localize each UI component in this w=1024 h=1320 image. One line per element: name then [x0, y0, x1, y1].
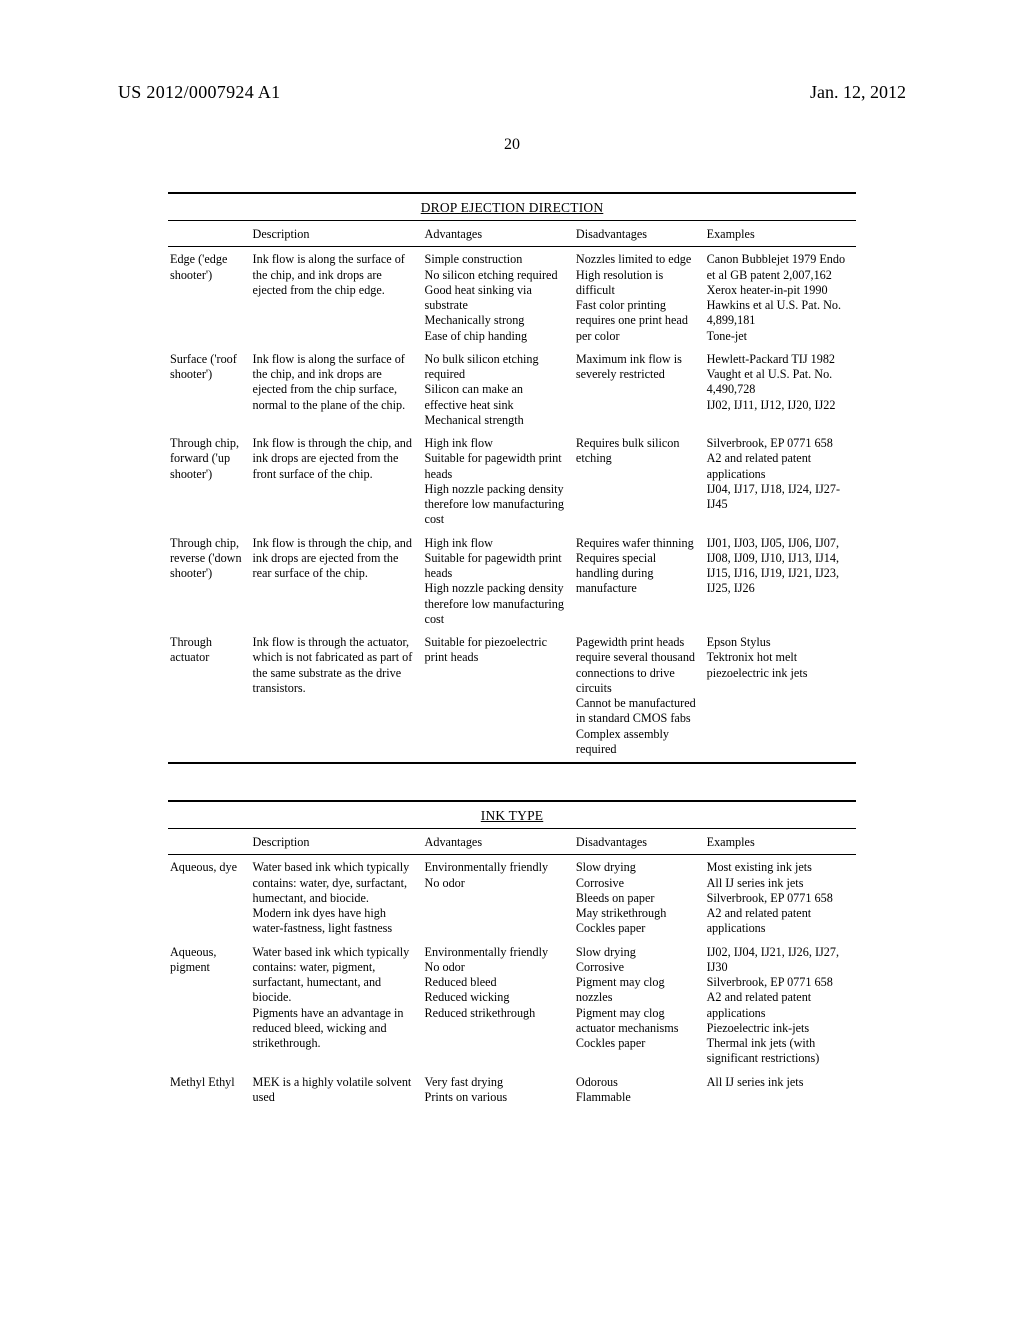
- table-drop-ejection-direction: DROP EJECTION DIRECTION Description Adva…: [168, 192, 856, 764]
- row-description-cell: Ink flow is through the actuator, which …: [251, 630, 423, 760]
- row-examples-cell: All IJ series ink jets: [705, 1070, 856, 1109]
- table-row: Methyl EthylMEK is a highly volatile sol…: [168, 1070, 856, 1109]
- row-examples-cell: Most existing ink jetsAll IJ series ink …: [705, 855, 856, 940]
- row-description-cell: MEK is a highly volatile solvent used: [251, 1070, 423, 1109]
- table-title: INK TYPE: [168, 808, 856, 824]
- table-header-cell: Disadvantages: [574, 221, 705, 247]
- row-description-cell: Ink flow is along the surface of the chi…: [251, 247, 423, 347]
- row-examples-cell: Silverbrook, EP 0771 658 A2 and related …: [705, 431, 856, 531]
- table-header-row: Description Advantages Disadvantages Exa…: [168, 221, 856, 247]
- row-description-cell: Ink flow is through the chip, and ink dr…: [251, 531, 423, 631]
- row-description-cell: Water based ink which typically contains…: [251, 940, 423, 1070]
- table-row: Aqueous, pigmentWater based ink which ty…: [168, 940, 856, 1070]
- row-advantages-cell: High ink flowSuitable for pagewidth prin…: [423, 431, 574, 531]
- table-row: Edge ('edge shooter')Ink flow is along t…: [168, 247, 856, 347]
- table-header-cell: Advantages: [423, 221, 574, 247]
- row-disadvantages-cell: Requires wafer thinningRequires special …: [574, 531, 705, 631]
- row-disadvantages-cell: Nozzles limited to edgeHigh resolution i…: [574, 247, 705, 347]
- row-name-cell: Aqueous, dye: [168, 855, 251, 940]
- row-advantages-cell: Simple constructionNo silicon etching re…: [423, 247, 574, 347]
- table-header-cell: Description: [251, 221, 423, 247]
- row-name-cell: Edge ('edge shooter'): [168, 247, 251, 347]
- row-examples-cell: IJ01, IJ03, IJ05, IJ06, IJ07, IJ08, IJ09…: [705, 531, 856, 631]
- row-examples-cell: Epson StylusTektronix hot melt piezoelec…: [705, 630, 856, 760]
- row-advantages-cell: Environmentally friendlyNo odorReduced b…: [423, 940, 574, 1070]
- table-header-cell: Disadvantages: [574, 829, 705, 855]
- table-header-cell: Examples: [705, 829, 856, 855]
- row-description-cell: Water based ink which typically contains…: [251, 855, 423, 940]
- table-header-row: Description Advantages Disadvantages Exa…: [168, 829, 856, 855]
- table-header-cell: Description: [251, 829, 423, 855]
- row-description-cell: Ink flow is through the chip, and ink dr…: [251, 431, 423, 531]
- table-row: Through chip, reverse ('down shooter')In…: [168, 531, 856, 631]
- row-advantages-cell: No bulk silicon etching requiredSilicon …: [423, 347, 574, 431]
- row-disadvantages-cell: Slow dryingCorrosivePigment may clog noz…: [574, 940, 705, 1070]
- table-header-cell: Advantages: [423, 829, 574, 855]
- table-row: Through actuatorInk flow is through the …: [168, 630, 856, 760]
- page-header: US 2012/0007924 A1 Jan. 12, 2012: [0, 82, 1024, 122]
- row-advantages-cell: Very fast dryingPrints on various: [423, 1070, 574, 1109]
- row-disadvantages-cell: Requires bulk silicon etching: [574, 431, 705, 531]
- table-header-cell: [168, 829, 251, 855]
- rule-top: [168, 192, 856, 194]
- row-advantages-cell: Suitable for piezoelectric print heads: [423, 630, 574, 760]
- page-number: 20: [0, 136, 1024, 154]
- row-disadvantages-cell: Maximum ink flow is severely restricted: [574, 347, 705, 431]
- row-examples-cell: Canon Bubblejet 1979 Endo et al GB paten…: [705, 247, 856, 347]
- rule-top: [168, 800, 856, 802]
- row-advantages-cell: High ink flowSuitable for pagewidth prin…: [423, 531, 574, 631]
- table-title: DROP EJECTION DIRECTION: [168, 200, 856, 216]
- row-name-cell: Through chip, forward ('up shooter'): [168, 431, 251, 531]
- row-name-cell: Through actuator: [168, 630, 251, 760]
- table-row: Through chip, forward ('up shooter')Ink …: [168, 431, 856, 531]
- row-name-cell: Surface ('roof shooter'): [168, 347, 251, 431]
- table-header-cell: Examples: [705, 221, 856, 247]
- rule-bottom: [168, 762, 856, 764]
- row-advantages-cell: Environmentally friendlyNo odor: [423, 855, 574, 940]
- publication-number: US 2012/0007924 A1: [118, 82, 280, 103]
- publication-date: Jan. 12, 2012: [810, 82, 906, 103]
- table-row: Aqueous, dyeWater based ink which typica…: [168, 855, 856, 940]
- row-disadvantages-cell: Pagewidth print heads require several th…: [574, 630, 705, 760]
- row-examples-cell: IJ02, IJ04, IJ21, IJ26, IJ27, IJ30Silver…: [705, 940, 856, 1070]
- row-name-cell: Methyl Ethyl: [168, 1070, 251, 1109]
- row-name-cell: Aqueous, pigment: [168, 940, 251, 1070]
- table: Description Advantages Disadvantages Exa…: [168, 828, 856, 1108]
- row-disadvantages-cell: OdorousFlammable: [574, 1070, 705, 1109]
- table-row: Surface ('roof shooter')Ink flow is alon…: [168, 347, 856, 431]
- row-examples-cell: Hewlett-Packard TIJ 1982 Vaught et al U.…: [705, 347, 856, 431]
- table-ink-type: INK TYPE Description Advantages Disadvan…: [168, 800, 856, 1108]
- row-name-cell: Through chip, reverse ('down shooter'): [168, 531, 251, 631]
- row-description-cell: Ink flow is along the surface of the chi…: [251, 347, 423, 431]
- table: Description Advantages Disadvantages Exa…: [168, 220, 856, 760]
- table-header-cell: [168, 221, 251, 247]
- row-disadvantages-cell: Slow dryingCorrosiveBleeds on paperMay s…: [574, 855, 705, 940]
